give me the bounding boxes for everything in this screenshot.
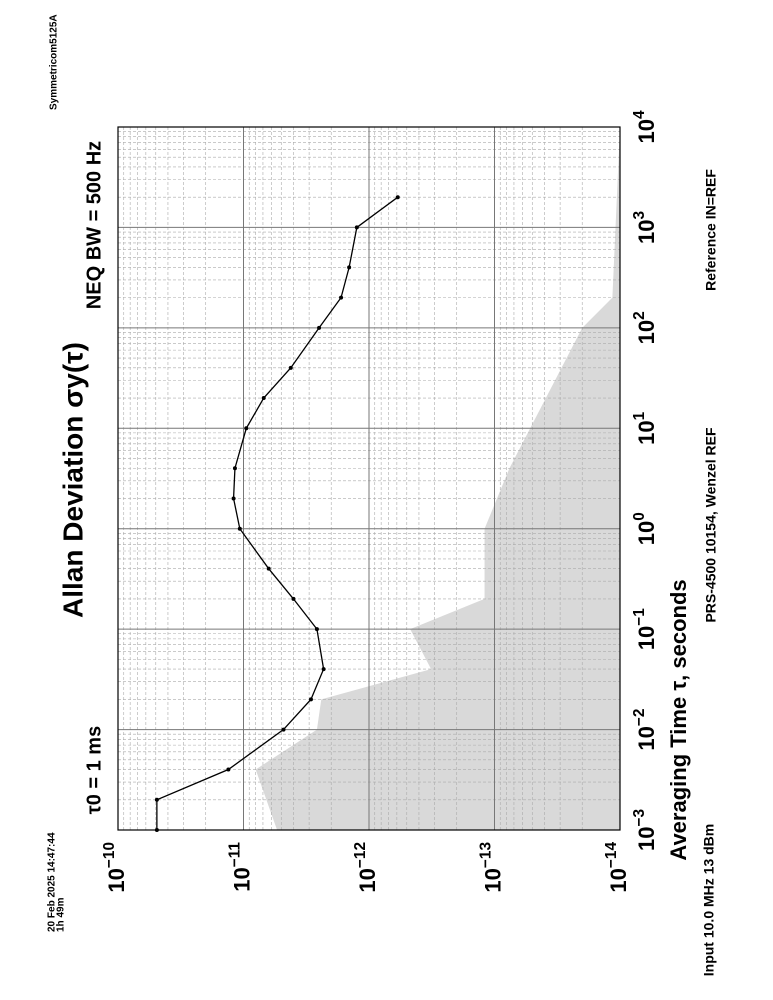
data-point [244,426,249,431]
data-point [288,365,293,370]
data-point [266,566,271,571]
data-point [237,526,242,531]
instrument: Symmetricom5125A [49,14,60,110]
footer-right: Reference IN=REF [703,169,719,291]
timestamp: 20 Feb 2025 14:47:44 [47,832,58,932]
y-tick-label: 10−10 [101,842,129,893]
data-point [226,767,231,772]
noise-floor [255,127,620,830]
data-point [347,265,352,270]
x-tick-label: 104 [631,110,659,143]
data-point [261,396,266,401]
x-tick-label: 10−2 [631,709,659,751]
x-tick-label: 10−1 [631,608,659,650]
data-point [317,325,322,330]
y-tick-label: 10−12 [352,842,380,893]
data-point [354,225,359,230]
data-point [339,295,344,300]
footer-left: Input 10.0 MHz 13 dBm [701,824,717,976]
y-tick-label: 10−13 [478,842,506,893]
x-tick-label: 10−3 [631,809,659,851]
duration: 1h 49m [56,897,67,932]
x-axis-label: Averaging Time τ, seconds [666,579,691,860]
data-point [154,828,159,832]
data-point [395,195,400,200]
footer-center: PRS-4500 10154, Wenzel REF [703,427,719,623]
x-tick-label: 101 [631,411,659,444]
data-point [281,727,286,732]
data-point [232,466,237,471]
subtitle: NEQ BW = 500 Hz [83,141,105,309]
data-point [321,667,326,672]
data-point [231,496,236,501]
series-line [156,196,399,830]
plot-frame [117,126,621,831]
chart-title: Allan Deviation σy(τ) [57,342,88,618]
data-point [308,697,313,702]
x-tick-label: 103 [631,211,659,244]
x-tick-label: 102 [631,311,659,344]
data-point [314,627,319,632]
y-tick-label: 10−14 [603,842,631,893]
data-point [154,797,159,802]
annotation: τ0 = 1 ms [83,726,105,814]
data-point [291,596,296,601]
y-tick-label: 10−11 [227,842,255,892]
x-tick-label: 100 [631,512,659,545]
